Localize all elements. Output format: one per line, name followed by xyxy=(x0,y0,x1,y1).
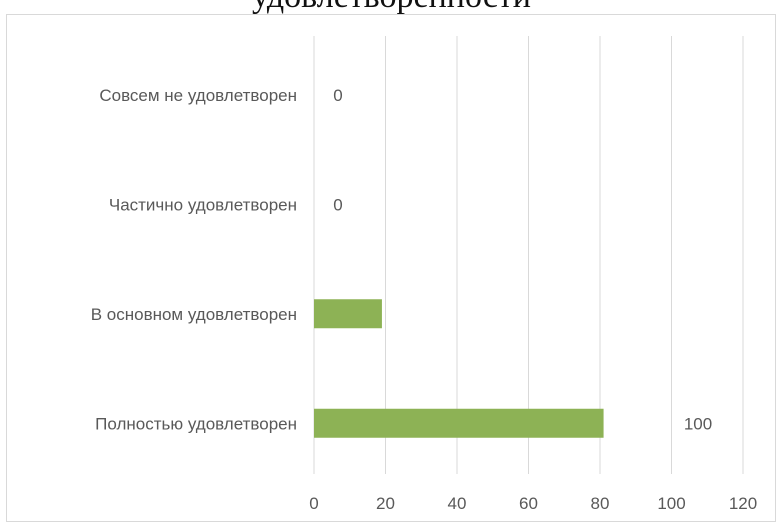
data-label-4: 100 xyxy=(684,414,712,433)
x-tick-label-80: 80 xyxy=(591,494,610,513)
bars xyxy=(314,299,604,438)
x-tick-label-40: 40 xyxy=(448,494,467,513)
chart-title: удовлетворенности xyxy=(0,0,783,14)
data-labels: 0 0 100 xyxy=(333,86,712,434)
x-tick-label-120: 120 xyxy=(729,494,757,513)
category-label-2: Частично удовлетворен xyxy=(109,195,297,214)
chart-frame xyxy=(6,14,776,522)
data-label-2: 0 xyxy=(333,195,342,214)
category-label-4: Полностью удовлетворен xyxy=(95,414,297,433)
x-tick-label-0: 0 xyxy=(309,494,318,513)
x-tick-label-20: 20 xyxy=(376,494,395,513)
bar-4 xyxy=(314,408,604,438)
x-tick-label-100: 100 xyxy=(657,494,685,513)
x-axis-tick-labels: 0 20 40 60 80 100 120 xyxy=(309,494,757,513)
bar-3 xyxy=(314,299,382,329)
grid-lines xyxy=(313,36,744,474)
category-labels: Совсем не удовлетворен Частично удовлетво… xyxy=(91,86,297,434)
category-label-3: В основном удовлетворен xyxy=(91,305,297,324)
category-label-1: Совсем не удовлетворен xyxy=(99,86,297,105)
x-tick-label-60: 60 xyxy=(519,494,538,513)
data-label-1: 0 xyxy=(333,86,342,105)
